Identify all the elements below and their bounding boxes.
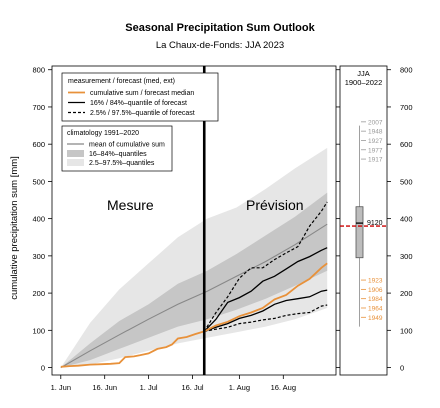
y-tick-label: 500 [32, 177, 45, 186]
x-tick-label: 1. Jun [51, 383, 71, 392]
legend-label-q16-84: 16% / 84%–quantile of forecast [90, 100, 187, 107]
annotation-prevision: Prévision [246, 197, 304, 213]
legend-label-median: cumulative sum / forecast median [90, 90, 194, 97]
wet-year-label: 1917 [368, 157, 383, 164]
y-tick-label: 800 [32, 66, 45, 75]
side-plot-frame [339, 65, 388, 376]
side-y-tick-label: 700 [400, 103, 413, 112]
x-tick-label: 16. Jul [181, 383, 203, 392]
y-tick-label: 200 [32, 289, 45, 298]
x-tick-label: 1. Jul [140, 383, 158, 392]
y-tick-label: 400 [32, 215, 45, 224]
clim-band-2.5-97.5 [60, 147, 328, 368]
wet-year-label: 1927 [368, 138, 383, 145]
legend-climatology: climatology 1991–2020 mean of cumulative… [61, 125, 173, 172]
forecast-q16-line [203, 289, 328, 333]
forecast-q025-line [204, 304, 328, 332]
dry-year-label: 1923 [368, 278, 383, 285]
legend-climatology-title: climatology 1991–2020 [67, 130, 139, 137]
side-y-tick-label: 200 [400, 289, 413, 298]
side-y-tick-label: 600 [400, 140, 413, 149]
x-tick-label: 1. Aug [229, 383, 250, 392]
measurement-line [60, 330, 205, 368]
side-y-tick-label: 0 [400, 364, 404, 373]
x-tick-label: 16. Jun [92, 383, 117, 392]
wet-year-label: 1948 [368, 129, 383, 136]
y-tick-label: 600 [32, 140, 45, 149]
side-y-tick-label: 500 [400, 177, 413, 186]
legend-swatch-clim-outer [67, 159, 84, 166]
climatology-bands [60, 147, 328, 369]
y-tick-label: 0 [41, 364, 45, 373]
x-tick-label: 16. Aug [271, 383, 296, 392]
forecast-q84-line [203, 247, 328, 332]
legend-label-clim-inner: 16–84%–quantiles [89, 151, 147, 158]
dry-year-label: 1906 [368, 287, 383, 294]
axes: 0 0 100 100 200 200 300 300 400 400 500 500 600 600 70… [32, 66, 412, 392]
main-plot-frame [51, 65, 337, 376]
side-panel-subtitle: 1900–2022 [345, 78, 383, 87]
clim-band-16-84 [60, 192, 328, 368]
side-y-tick-label: 100 [400, 326, 413, 335]
legend-label-clim-mean: mean of cumulative sum [89, 142, 165, 149]
side-y-tick-label: 800 [400, 66, 413, 75]
y-tick-label: 700 [32, 103, 45, 112]
clim-mean-line [60, 223, 328, 369]
chart-title: Seasonal Precipitation Sum Outlook [125, 22, 315, 34]
legend-forecast: measurement / forecast (med, ext) cumula… [61, 72, 219, 122]
wet-year-label: 2007 [368, 119, 383, 126]
side-y-tick-label: 300 [400, 252, 413, 261]
legend-forecast-box [61, 72, 219, 122]
wet-year-label: 1977 [368, 147, 383, 154]
legend-swatch-clim-inner [67, 150, 84, 157]
y-tick-label: 100 [32, 326, 45, 335]
side-current-value-label: 9120 [367, 220, 383, 227]
forecast-median-line [203, 262, 328, 333]
chart-subtitle: La Chaux-de-Fonds: JJA 2023 [155, 40, 285, 51]
legend-label-clim-outer: 2.5–97.5%–quantiles [89, 160, 155, 167]
y-axis-label: cumulative precipitation sum [mm] [9, 156, 20, 300]
dry-year-label: 1984 [368, 296, 383, 303]
dry-year-label: 1949 [368, 315, 383, 322]
side-panel: 9120 2007 1948 1927 1977 1917 1923 1906 1984 1964… [340, 119, 387, 327]
legend-forecast-title: measurement / forecast (med, ext) [68, 78, 175, 85]
side-box [355, 206, 364, 259]
y-tick-label: 300 [32, 252, 45, 261]
dry-year-label: 1964 [368, 305, 383, 312]
legend-label-q025-975: 2.5% / 97.5%–quantile of forecast [90, 110, 195, 117]
side-y-tick-label: 400 [400, 215, 413, 224]
side-panel-title: JJA [357, 69, 370, 78]
annotation-mesure: Mesure [107, 197, 154, 213]
